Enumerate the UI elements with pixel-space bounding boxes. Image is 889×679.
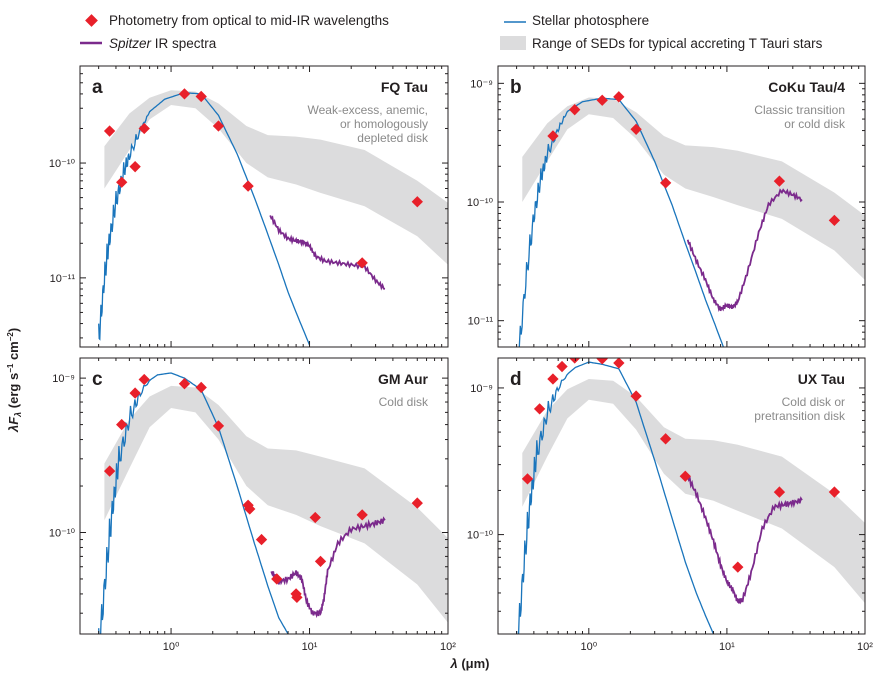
photometry-point [103, 125, 116, 137]
photometry-point [178, 378, 191, 390]
spitzer-spectrum [686, 188, 803, 313]
panel-title: FQ Tau [381, 79, 428, 95]
y-tick-label: 10⁻¹⁰ [49, 527, 76, 539]
sed-range-band [522, 379, 865, 604]
photometry-point [732, 561, 744, 573]
y-tick-label: 10⁻⁹ [470, 78, 493, 90]
y-tick-label: 10⁻¹¹ [50, 273, 76, 285]
panel-description: or homologously [340, 117, 428, 131]
panel-d: 10⁻⁹ 10⁻¹⁰ 10⁰ 10¹ 10² d UX Tau Cold disk orpre… [467, 357, 873, 653]
y-tick-label: 10⁻¹⁰ [467, 197, 494, 209]
x-tick-label: 10⁰ [580, 641, 597, 653]
photometry-point [659, 433, 672, 445]
photometry-point [242, 180, 254, 192]
photometry-point [309, 511, 321, 524]
panel-b: 10⁻⁹ 10⁻¹⁰ 10⁻¹¹ b CoKu Tau/4 Classic transit… [467, 65, 866, 348]
photometry-point [556, 360, 568, 373]
panel-plot-area [518, 91, 865, 347]
panel-description: or cold disk [784, 117, 846, 131]
photometry-point [129, 387, 141, 399]
photometry-point [596, 358, 608, 365]
panel-description: Cold disk [379, 395, 429, 409]
x-tick-label: 10² [857, 641, 873, 653]
legend-photosphere-label: Stellar photosphere [532, 13, 649, 28]
panel-letter: a [92, 77, 103, 98]
photosphere-line [98, 372, 289, 634]
y-tick-label: 10⁻⁹ [470, 383, 493, 395]
photometry-point [138, 122, 150, 135]
y-tick-label: 10⁻¹⁰ [49, 158, 76, 170]
panel-description: Cold disk or [782, 395, 845, 409]
photometry-point [314, 555, 327, 568]
x-axis-label: λ (μm) [449, 656, 489, 671]
x-tick-label: 10⁰ [163, 641, 180, 653]
legend-range-swatch [500, 36, 526, 50]
photometry-point [630, 123, 642, 135]
photometry-point [178, 88, 191, 100]
panel-frame [497, 65, 866, 348]
panel-description: depleted disk [357, 131, 429, 145]
photometry-point [356, 257, 368, 269]
panel-frame [79, 357, 449, 635]
photometry-point [271, 573, 283, 585]
photometry-point [521, 473, 534, 485]
photometry-point [613, 91, 625, 103]
photometry-point [630, 390, 642, 402]
sed-range-band [522, 97, 865, 280]
panel-description: Weak-excess, anemic, [308, 103, 429, 117]
photometry-point [244, 503, 256, 515]
photosphere-line [518, 97, 725, 347]
photometry-point [255, 533, 268, 546]
panel-letter: c [92, 369, 103, 390]
photometry-point [533, 403, 546, 415]
y-tick-label: 10⁻¹⁰ [467, 530, 494, 542]
legend-photometry-label: Photometry from optical to mid-IR wavele… [109, 13, 389, 28]
y-tick-label: 10⁻⁹ [52, 373, 75, 385]
spitzer-spectrum [270, 516, 386, 619]
photometry-point [356, 509, 368, 521]
panel-frame [79, 65, 449, 348]
photometry-point [291, 591, 303, 603]
spitzer-spectrum [269, 215, 386, 291]
legend-spitzer-rest: IR spectra [151, 36, 217, 51]
panel-title: CoKu Tau/4 [768, 79, 845, 95]
spitzer-spectrum [686, 475, 803, 605]
panel-a: 10⁻¹⁰ 10⁻¹¹ a FQ Tau Weak-excess, anemic,or … [49, 65, 449, 348]
panel-title: GM Aur [378, 371, 429, 387]
x-tick-label: 10¹ [302, 641, 318, 653]
x-tick-label: 10² [440, 641, 456, 653]
panel-plot-area [98, 372, 448, 634]
legend-range-label: Range of SEDs for typical accreting T Ta… [532, 36, 823, 51]
legend: Photometry from optical to mid-IR wavele… [80, 13, 823, 51]
legend-spitzer-label: Spitzer IR spectra [109, 36, 217, 51]
sed-range-band [104, 90, 448, 265]
panel-letter: b [510, 77, 522, 98]
panel-c: 10⁻⁹ 10⁻¹⁰ 10⁰ 10¹ 10² c GM Aur Cold disk [49, 357, 456, 653]
panel-description: Classic transition [754, 103, 845, 117]
photometry-point [411, 497, 423, 509]
photometry-point [138, 373, 150, 386]
y-tick-label: 10⁻¹¹ [468, 316, 494, 328]
y-axis-label: λFλ (erg s−1 cm−2) [6, 328, 23, 433]
photometry-point [613, 358, 625, 369]
photometry-point [129, 161, 141, 173]
photometry-point [569, 358, 581, 364]
panel-title: UX Tau [798, 371, 845, 387]
panel-description: pretransition disk [754, 409, 846, 423]
photometry-point [547, 373, 559, 385]
photometry-point [828, 486, 841, 498]
panel-letter: d [510, 369, 522, 390]
legend-photometry-marker [85, 14, 98, 27]
panel-frame [497, 357, 866, 635]
sed-range-band [104, 385, 448, 623]
x-tick-label: 10¹ [719, 641, 735, 653]
legend-spitzer-italic: Spitzer [109, 36, 152, 51]
photometry-point [116, 176, 128, 188]
